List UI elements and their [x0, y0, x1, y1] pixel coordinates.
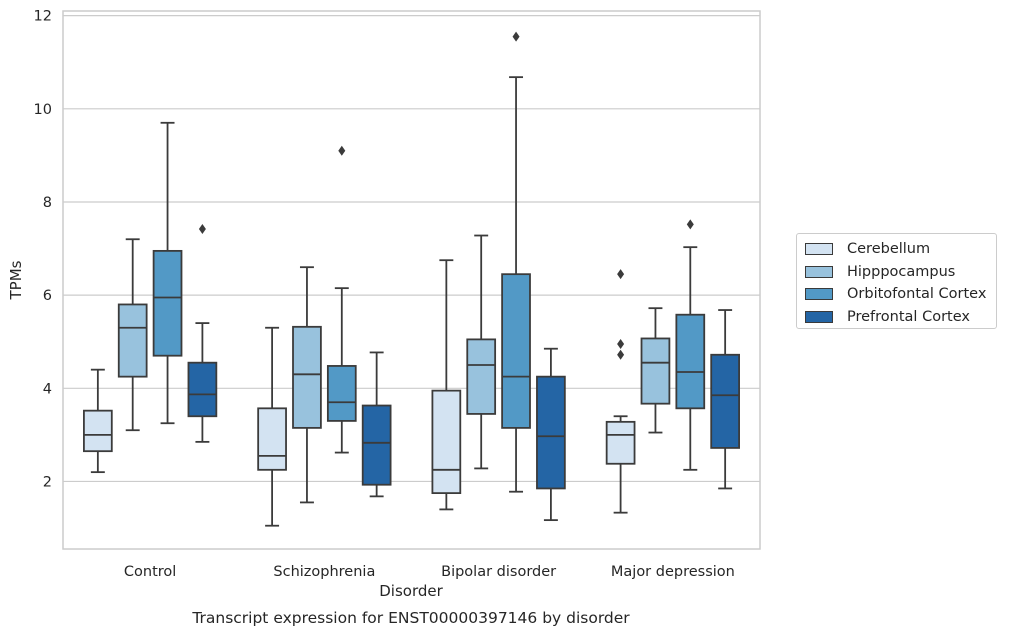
legend-label: Orbitofontal Cortex — [847, 286, 987, 303]
outlier-point — [617, 269, 625, 280]
box-body — [640, 337, 671, 405]
box-body — [292, 325, 322, 429]
plot-frame — [62, 10, 761, 550]
box-body — [187, 361, 218, 418]
box-0-3 — [187, 223, 218, 443]
box-body — [710, 353, 740, 449]
box-body — [466, 338, 497, 415]
box-0-0 — [83, 368, 113, 474]
box-1-1 — [292, 266, 322, 504]
y-axis-label: TPMs — [7, 260, 25, 300]
box-body — [361, 404, 392, 486]
box-body — [675, 313, 706, 410]
box-2-1 — [466, 234, 497, 470]
box-body — [83, 409, 113, 453]
outlier-point — [617, 339, 625, 350]
box-2-0 — [431, 259, 462, 511]
x-tick-label: Schizophrenia — [273, 564, 375, 580]
outlier-point — [686, 219, 694, 230]
box-1-2 — [326, 145, 357, 454]
legend-item: Hipppocampus — [803, 261, 996, 284]
x-axis-label: Disorder — [379, 582, 443, 600]
legend-swatch — [805, 243, 833, 256]
box-3-1 — [640, 307, 671, 434]
box-0-2 — [152, 121, 183, 425]
x-tick-labels: Control Schizophrenia Bipolar disorder Majo… — [124, 564, 735, 580]
chart-title: Transcript expression for ENST0000039714… — [191, 609, 630, 627]
y-tick-label: 4 — [43, 381, 52, 397]
legend-swatch — [805, 265, 833, 278]
box-2-2 — [501, 31, 531, 493]
box-plots — [83, 31, 740, 527]
y-tick-label: 6 — [43, 288, 52, 304]
outlier-point — [617, 349, 625, 360]
legend-item: Cerebellum — [803, 238, 996, 261]
box-1-0 — [257, 326, 287, 527]
x-tick-label: Bipolar disorder — [441, 564, 556, 580]
x-tick-label: Major depression — [611, 564, 735, 580]
box-body — [605, 420, 636, 465]
y-tick-label: 2 — [43, 474, 52, 490]
y-tick-label: 12 — [34, 9, 52, 25]
legend: Cerebellum Hipppocampus Orbitofontal Corte… — [796, 233, 997, 329]
box-3-0 — [605, 269, 636, 514]
legend-swatch — [805, 310, 833, 323]
legend-item: Prefrontal Cortex — [803, 306, 996, 329]
legend-swatch — [805, 288, 833, 301]
box-3-3 — [710, 309, 740, 490]
y-tick-labels: 2 4 6 8 10 12 — [34, 9, 52, 491]
box-body — [152, 249, 183, 357]
box-body — [117, 303, 148, 378]
legend-label: Prefrontal Cortex — [847, 308, 970, 325]
x-tick-label: Control — [124, 564, 176, 580]
box-body — [431, 389, 462, 495]
box-body — [501, 273, 531, 429]
box-body — [326, 365, 357, 422]
box-1-3 — [361, 351, 392, 498]
box-0-1 — [117, 238, 148, 432]
legend-label: Cerebellum — [847, 241, 931, 258]
legend-item: Orbitofontal Cortex — [803, 283, 996, 306]
outlier-point — [338, 145, 346, 156]
y-tick-label: 10 — [34, 102, 52, 118]
y-tick-label: 8 — [43, 195, 52, 211]
box-3-2 — [675, 219, 706, 471]
box-body — [536, 375, 566, 490]
box-2-3 — [536, 347, 566, 522]
legend-label: Hipppocampus — [847, 263, 956, 280]
box-body — [257, 407, 287, 471]
outlier-point — [198, 223, 206, 234]
outlier-point — [512, 31, 520, 42]
